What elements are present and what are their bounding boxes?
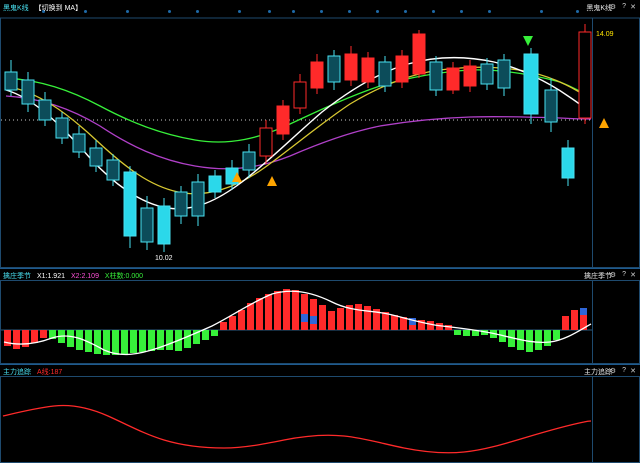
arrow-down-icon xyxy=(523,36,533,46)
help-icon[interactable]: ? xyxy=(622,271,626,278)
macd-panel-header: 擒庄季节 X1:1.921 X2:2.109 X柱数:0.000 擒庄季节 ⚙ … xyxy=(0,269,640,281)
macd-chart-canvas xyxy=(0,268,640,364)
gear-icon[interactable]: ⚙ xyxy=(609,4,616,11)
macd-signal-line xyxy=(3,290,592,356)
candlestick-series xyxy=(4,24,592,252)
ma-line-magenta xyxy=(5,95,592,170)
main-force-title-group: 主力追踪 A线:187 xyxy=(3,367,62,377)
macd-param-x1: X1:1.921 xyxy=(36,273,65,280)
price-panel: 14.09 10.02 黑鬼K线 xyxy=(0,1,640,268)
date-marker-dots xyxy=(0,10,640,16)
macd-panel-title: 擒庄季节 xyxy=(3,273,31,280)
macd-histogram xyxy=(4,289,587,355)
gear-icon[interactable]: ⚙ xyxy=(609,272,616,279)
macd-panel-right-title: 擒庄季节 xyxy=(584,273,612,280)
main-force-panel: 主力追踪 A线:187 主力追踪 ⚙ ? ✕ xyxy=(0,364,640,463)
price-panel-subtitle: 【切换到 MA】 xyxy=(34,5,83,12)
macd-param-bars: X柱数:0.000 xyxy=(104,273,144,280)
close-icon[interactable]: ✕ xyxy=(630,4,636,11)
gear-icon[interactable]: ⚙ xyxy=(609,368,616,375)
arrow-up-icon xyxy=(232,172,242,182)
main-force-panel-title: 主力追踪 xyxy=(3,369,31,376)
buy-sell-markers xyxy=(232,36,609,186)
arrow-up-icon xyxy=(267,176,277,186)
macd-param-x2: X2:2.109 xyxy=(70,273,99,280)
help-icon[interactable]: ? xyxy=(622,367,626,374)
price-low-label: 10.02 xyxy=(155,255,173,262)
close-icon[interactable]: ✕ xyxy=(630,368,636,375)
main-force-chart-canvas xyxy=(0,364,640,463)
price-axis-top-label: 14.09 xyxy=(596,31,614,38)
price-panel-header: 黑鬼K线 【切换到 MA】 黑鬼K线 ⚙ ? ✕ xyxy=(0,1,640,13)
main-force-panel-right-title: 主力追踪 xyxy=(584,369,612,376)
main-force-panel-header: 主力追踪 A线:187 主力追踪 ⚙ ? ✕ xyxy=(0,365,640,377)
close-icon[interactable]: ✕ xyxy=(630,272,636,279)
main-force-param-a: A线:187 xyxy=(36,369,63,376)
macd-panel: 擒庄季节 X1:1.921 X2:2.109 X柱数:0.000 擒庄季节 ⚙ … xyxy=(0,268,640,364)
main-force-line xyxy=(2,404,592,454)
macd-panel-title-group: 擒庄季节 X1:1.921 X2:2.109 X柱数:0.000 xyxy=(3,271,143,281)
help-icon[interactable]: ? xyxy=(622,3,626,10)
price-panel-title: 黑鬼K线 xyxy=(3,5,29,12)
arrow-up-icon xyxy=(599,118,609,128)
price-chart-canvas: 14.09 10.02 xyxy=(0,17,640,268)
price-panel-title-group: 黑鬼K线 【切换到 MA】 xyxy=(3,3,82,13)
price-panel-right-title: 黑鬼K线 xyxy=(586,5,612,12)
